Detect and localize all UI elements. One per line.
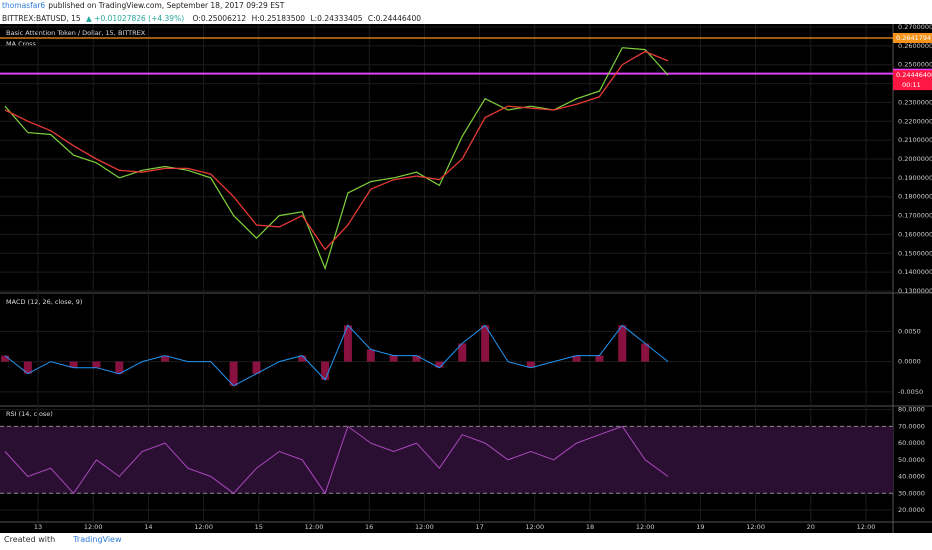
y-tick-label: 0.27000000 [898, 24, 932, 31]
macd-hist [412, 355, 421, 362]
last-label: 0.24446400 [896, 71, 932, 79]
y-tick-label: 70.0000 [898, 422, 925, 430]
change: ▲ +0.01027826 (+4.39%) [86, 14, 185, 23]
time-label: 14 [144, 523, 152, 531]
time-label: 12:00 [84, 523, 103, 531]
macd-hist [526, 361, 535, 368]
macd-hist [435, 361, 444, 368]
macd-hist [115, 361, 124, 374]
y-tick-label: 0.0000 [898, 358, 921, 366]
last-tag [893, 70, 932, 91]
time-label: 17 [475, 523, 483, 531]
macd-hist [366, 349, 375, 362]
time-label: 12:00 [305, 523, 324, 531]
time-label: 13 [34, 523, 42, 531]
level-label: 0.26417947 [896, 34, 932, 42]
brand[interactable]: TradingView [73, 535, 122, 544]
created: Created with [4, 535, 56, 544]
rsi-line [4, 425, 669, 495]
macd-hist [229, 361, 238, 386]
time-label: 18 [586, 523, 594, 531]
macd-hist [572, 355, 581, 362]
macd-hist [92, 361, 101, 368]
y-tick-label: 20.0000 [898, 506, 925, 514]
published: published on TradingView.com, September … [48, 1, 285, 10]
time-label: 12:00 [194, 523, 213, 531]
macd-hist [298, 355, 307, 362]
footer: Created with TradingView [4, 535, 122, 544]
macd-hist [343, 325, 352, 362]
close: C:0.24446400 [367, 14, 421, 23]
time-label: 16 [365, 523, 373, 531]
high: H:0.25183500 [251, 14, 306, 23]
time-label: 12:00 [415, 523, 434, 531]
y-tick-label: 40.0000 [898, 473, 925, 481]
change-value: +0.01027826 (+4.39%) [94, 14, 185, 23]
time-label: 19 [696, 523, 704, 531]
price-axis-bg [893, 24, 932, 533]
countdown: 00:11 [902, 81, 921, 89]
y-tick-label: 60.0000 [898, 439, 925, 447]
y-tick-label: -0.0050 [898, 388, 923, 396]
macd-hist [618, 325, 627, 362]
y-tick-label: 80.0000 [898, 406, 925, 414]
pane-title: Basic Attention Token / Dollar, 15, BITT… [6, 29, 146, 37]
low: L:0.24333405 [310, 14, 363, 23]
macd-hist [641, 343, 650, 362]
macd-line [4, 324, 669, 387]
chart: Basic Attention Token / Dollar, 15, BITT… [0, 24, 932, 533]
symbol: BITTREX:BATUSD, 15 [2, 14, 81, 23]
macd-hist [161, 355, 170, 362]
y-tick-label: 0.0050 [898, 327, 921, 335]
ohlc-line: BITTREX:BATUSD, 15 ▲ +0.01027826 (+4.39%… [2, 14, 424, 23]
time-label: 12:00 [525, 523, 544, 531]
macd-hist [1, 355, 9, 362]
macd-hist [481, 325, 490, 362]
publish-line: thomasfar6 published on TradingView.com, … [2, 1, 287, 10]
macd-title: MACD (12, 26, close, 9) [6, 298, 82, 306]
macd-hist [321, 361, 330, 380]
time-label: 12:00 [636, 523, 655, 531]
macd-hist [458, 343, 467, 362]
rsi-band [0, 426, 893, 494]
price-line [4, 47, 669, 271]
time-label: 20 [807, 523, 815, 531]
macd-hist [23, 361, 32, 374]
open: O:0.25006212 [192, 14, 247, 23]
y-tick-label: 30.0000 [898, 489, 925, 497]
indicator-title: MA Cross [6, 40, 37, 48]
macd-hist [69, 361, 78, 368]
time-label: 12:00 [746, 523, 765, 531]
rsi-title: RSI (14, close) [6, 410, 53, 418]
time-label: 15 [255, 523, 263, 531]
time-label: 12:00 [857, 523, 876, 531]
macd-hist [389, 355, 398, 362]
macd-hist [252, 361, 261, 374]
ma-line [4, 50, 669, 251]
level-tag [893, 32, 932, 43]
macd-hist [595, 355, 604, 362]
author[interactable]: thomasfar6 [2, 1, 46, 10]
y-tick-label: 50.0000 [898, 456, 925, 464]
